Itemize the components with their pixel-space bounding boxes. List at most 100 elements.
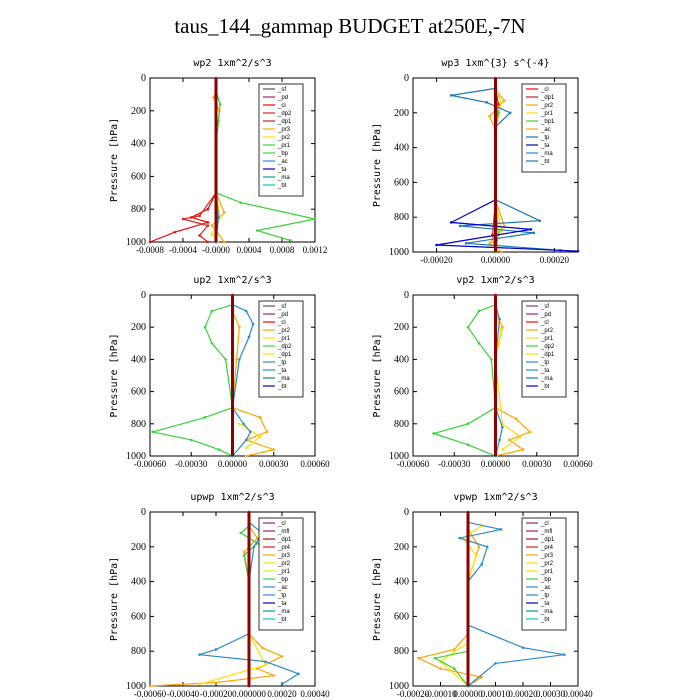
x-tick-label: -0.00020 [200,689,233,699]
data-point [148,240,152,244]
legend-entry: _pr3 [277,127,291,133]
legend-entry: _ac [540,585,551,591]
x-tick-label: 0.00060 [300,459,330,469]
y-axis-label: Pressure [hPa] [109,118,120,202]
legend-entry: _sf [540,304,549,310]
data-point [432,432,435,435]
data-point [206,207,210,211]
data-point [210,342,214,345]
data-point [433,656,437,660]
legend-entry: _ac [277,585,288,591]
series-line [182,192,217,243]
legend-entry: _bt [540,159,550,165]
data-point [450,221,453,224]
data-point [198,234,201,237]
data-point [280,655,284,658]
x-tick-label: 0.00000 [453,689,483,699]
data-point [477,342,481,345]
legend-entry: _tp [277,360,287,366]
legend-entry: _cl [277,320,286,326]
chart-2: wp3 1xm^{3} s^{-4} Pressure [hPa] 0 200 400 6… [372,58,580,265]
data-point [498,317,501,321]
legend-entry: _ta [540,143,550,149]
x-tick-label: -0.00030 [175,459,208,469]
data-point [297,672,300,676]
legend-box [521,83,567,173]
legend-entry: _pd [277,95,288,101]
legend-entry: _bp [277,151,289,157]
data-point [466,325,470,329]
chart-5: upwp 1xm^2/s^3 Pressure [hPa] 0 200 400 600 80… [109,492,330,699]
x-tick-label: 0.00000 [481,459,511,469]
series-line [149,78,217,243]
data-point [210,224,214,227]
data-point [251,322,255,326]
data-point [212,96,215,99]
data-point [210,232,214,236]
data-point [258,435,262,438]
data-point [477,309,481,313]
chart-title: wp2 1xm^2/s^3 [193,58,271,69]
legend-entry: _pr1 [277,143,291,149]
data-point [458,536,462,540]
y-tick-label: 0 [141,507,146,518]
legend-entry: _ma [540,609,553,615]
x-tick-label: 0.00020 [267,689,297,699]
x-tick-label: -0.0004 [169,245,197,255]
legend-box [258,300,304,398]
legend-entry: _bp [277,577,289,583]
data-point [499,528,503,531]
data-point [466,443,470,447]
data-point [244,438,248,442]
chart-1: wp2 1xm^2/s^3 Pressure [hPa] 0 200 400 600 800… [109,58,327,255]
figure-title: taus_144_gammap BUDGET at250E,-7N [174,14,526,38]
data-point [435,243,438,247]
data-point [203,416,207,419]
data-point [417,656,420,660]
data-point [497,111,500,115]
y-tick-label: 200 [131,106,146,117]
y-tick-label: 800 [394,419,409,430]
data-point [151,430,155,434]
chart-title: wp3 1xm^{3} s^{-4} [441,58,549,69]
data-point [450,94,453,97]
legend-entry: _bt [277,183,287,189]
data-point [148,684,152,688]
legend-entry: _cl [277,103,286,109]
legend-entry: _dp1 [540,537,555,543]
data-point [217,216,220,219]
legend-entry: _pr1 [277,336,291,342]
legend-entry: _pr2 [277,561,291,567]
x-tick-label: 0.00000 [218,459,248,469]
data-point [239,531,243,535]
plot-frame [149,511,316,687]
legend-entry: _mfl [540,529,552,535]
x-tick-label: -0.00060 [134,459,167,469]
data-point [521,448,525,451]
data-point [485,101,488,104]
x-tick-label: 0.0012 [303,245,328,255]
chart-4: vp2 1xm^2/s^3 Pressure [hPa] 0 200 400 600 800… [372,275,593,469]
legend-entry: _pr1 [277,569,291,575]
data-point [217,119,220,122]
y-tick-label: 200 [394,108,409,119]
data-point [490,358,493,361]
data-point [214,681,218,684]
legend-entry: _sf [277,87,286,93]
data-point [198,214,201,218]
data-point [235,358,238,361]
data-point [529,228,533,231]
x-tick-label: 0.00030 [536,689,566,699]
data-point [264,663,267,667]
data-point [206,224,210,227]
data-point [497,102,500,106]
y-tick-label: 800 [394,646,409,657]
x-tick-label: 0.00040 [563,689,593,699]
y-tick-label: 600 [394,611,409,622]
x-tick-label: 0.00030 [522,459,552,469]
y-tick-label: 200 [394,322,409,333]
data-point [477,545,481,549]
legend: _cl _mfl _dp1 _pr4 _pr3 _pr2 _pr1 _bp _ac _tp _ta _… [258,517,304,631]
legend-entry: _dp2 [277,344,292,350]
legend-entry: _pr1 [540,111,554,117]
